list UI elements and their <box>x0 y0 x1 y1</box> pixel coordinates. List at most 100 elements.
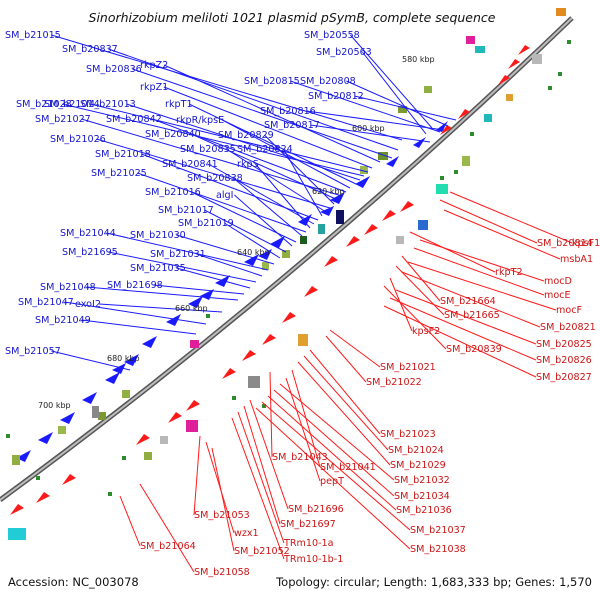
feature-box[interactable] <box>462 156 470 166</box>
forward-gene-label[interactable]: SM_b20824 <box>237 144 293 155</box>
reverse-gene[interactable] <box>304 286 318 297</box>
feature-box[interactable] <box>336 210 344 224</box>
feature-box[interactable] <box>160 436 168 444</box>
reverse-gene[interactable] <box>36 492 50 503</box>
forward-gene[interactable] <box>413 137 426 148</box>
reverse-gene-label[interactable]: SM_b21043 <box>272 452 328 463</box>
feature-box[interactable] <box>506 94 513 101</box>
reverse-gene[interactable] <box>346 236 360 247</box>
reverse-gene[interactable] <box>458 109 470 119</box>
reverse-gene-label[interactable]: SM_b21021 <box>380 362 436 373</box>
forward-gene-label[interactable]: SM_b20816 <box>260 106 316 117</box>
forward-gene[interactable] <box>124 354 139 366</box>
feature-box[interactable] <box>248 376 260 388</box>
feature-box[interactable] <box>396 236 404 244</box>
feature-box[interactable] <box>144 452 152 460</box>
feature-box[interactable] <box>186 420 198 432</box>
reverse-gene-label[interactable]: SM_b21053 <box>194 510 250 521</box>
feature-box[interactable] <box>418 220 428 230</box>
forward-gene-label[interactable]: SM_b20836 <box>86 64 142 75</box>
reverse-gene-label[interactable]: wzx1 <box>234 528 259 539</box>
forward-gene-label[interactable]: rkpS <box>237 159 259 170</box>
reverse-gene-label[interactable]: SM_b21022 <box>366 377 422 388</box>
reverse-gene-label[interactable]: TRm10-1a <box>283 538 334 549</box>
reverse-gene-label[interactable]: SM_b20827 <box>536 372 592 383</box>
reverse-gene-label[interactable]: SM_b21664 <box>440 296 496 307</box>
forward-gene-label[interactable]: SM_b20563 <box>316 47 372 58</box>
forward-gene-label[interactable]: rkpZ2 <box>140 60 168 71</box>
reverse-gene-label[interactable]: SM_b21696 <box>288 504 344 515</box>
reverse-gene-label[interactable]: TRm10-1b-1 <box>283 554 343 565</box>
reverse-gene-label[interactable]: mocF <box>556 305 582 316</box>
feature-box[interactable] <box>98 412 106 420</box>
feature-box[interactable] <box>298 334 308 346</box>
forward-gene[interactable] <box>166 314 181 326</box>
forward-gene-label[interactable]: SM_b21698 <box>107 280 163 291</box>
forward-gene-label[interactable]: rkpT1 <box>165 99 193 110</box>
forward-gene-label[interactable]: SM_b20558 <box>304 30 360 41</box>
forward-gene-label[interactable]: SM_b20815 <box>244 76 300 87</box>
reverse-gene-label[interactable]: SM_b21038 <box>410 544 466 555</box>
forward-gene-label[interactable]: SM_b21047 <box>18 297 74 308</box>
feature-box[interactable] <box>556 8 566 16</box>
reverse-gene-label[interactable]: SM_b21032 <box>394 475 450 486</box>
feature-box[interactable] <box>466 36 475 44</box>
forward-gene-label[interactable]: exoI2 <box>75 299 101 310</box>
forward-gene[interactable] <box>188 296 203 308</box>
reverse-gene-label[interactable]: rkpT2 <box>495 267 523 278</box>
reverse-gene-label[interactable]: mocD <box>544 276 572 287</box>
feature-box[interactable] <box>8 528 26 540</box>
forward-gene[interactable] <box>320 206 334 216</box>
forward-gene-label[interactable]: SM_b20829 <box>218 130 274 141</box>
forward-gene[interactable] <box>355 176 370 188</box>
feature-box[interactable] <box>190 340 199 348</box>
feature-box[interactable] <box>532 54 542 64</box>
forward-gene-label[interactable]: SM_b21049 <box>35 315 91 326</box>
reverse-gene-label[interactable]: SM_b21036 <box>396 505 452 516</box>
reverse-gene[interactable] <box>518 45 530 55</box>
reverse-gene-label[interactable]: SM_b21041 <box>320 462 376 473</box>
forward-gene-label[interactable]: algI <box>216 190 233 201</box>
forward-gene-label[interactable]: SM_b20835 <box>180 144 236 155</box>
reverse-gene-label[interactable]: SM_b21034 <box>394 491 450 502</box>
forward-gene-label[interactable]: SM_b21026 <box>50 134 106 145</box>
forward-gene-label[interactable]: SM_b21015 <box>5 30 61 41</box>
forward-gene-label[interactable]: SM_b21017 <box>158 205 214 216</box>
reverse-gene-label[interactable]: SM_b20826 <box>536 355 592 366</box>
feature-box[interactable] <box>12 455 20 465</box>
forward-gene[interactable] <box>244 254 259 266</box>
forward-gene-label[interactable]: SM_b21014 <box>44 99 100 110</box>
forward-gene[interactable] <box>105 372 120 384</box>
forward-gene-label[interactable]: SM_b21016 <box>145 187 201 198</box>
feature-box[interactable] <box>262 262 269 270</box>
forward-gene[interactable] <box>38 432 53 444</box>
forward-gene[interactable] <box>142 336 157 348</box>
forward-gene-label[interactable]: rkpZ1 <box>140 82 168 93</box>
forward-gene-label[interactable]: SM_b20837 <box>62 44 118 55</box>
forward-gene-label[interactable]: SM_b20808 <box>300 76 356 87</box>
reverse-gene[interactable] <box>282 312 296 323</box>
reverse-gene-label[interactable]: kpsF2 <box>412 326 440 337</box>
reverse-gene-label[interactable]: SM_b21697 <box>280 519 336 530</box>
forward-gene-label[interactable]: SM_b21044 <box>60 228 116 239</box>
forward-gene-label[interactable]: SM_b20840 <box>145 129 201 140</box>
feature-box[interactable] <box>92 406 99 418</box>
forward-gene-label[interactable]: SM_b20817 <box>264 120 320 131</box>
reverse-gene[interactable] <box>508 59 520 69</box>
reverse-gene-label[interactable]: msbA1 <box>560 254 593 265</box>
forward-gene-label[interactable]: SM_b21013 <box>80 99 136 110</box>
feature-box[interactable] <box>378 152 388 160</box>
reverse-gene[interactable] <box>10 504 24 515</box>
reverse-gene[interactable] <box>186 400 200 411</box>
reverse-gene-label[interactable]: SM_b21023 <box>380 429 436 440</box>
forward-gene-label[interactable]: SM_b21028 <box>16 99 72 110</box>
reverse-gene-label[interactable]: kpsF1 <box>572 238 600 249</box>
forward-gene-label[interactable]: SM_b21018 <box>95 149 151 160</box>
forward-gene-label[interactable]: SM_b20842 <box>106 114 162 125</box>
reverse-gene[interactable] <box>364 224 378 235</box>
forward-gene-label[interactable]: SM_b21031 <box>150 249 206 260</box>
forward-gene-label[interactable]: rkpR/kpsE <box>176 115 224 126</box>
forward-gene[interactable] <box>82 392 97 404</box>
forward-gene[interactable] <box>298 214 312 226</box>
feature-box[interactable] <box>424 86 432 93</box>
